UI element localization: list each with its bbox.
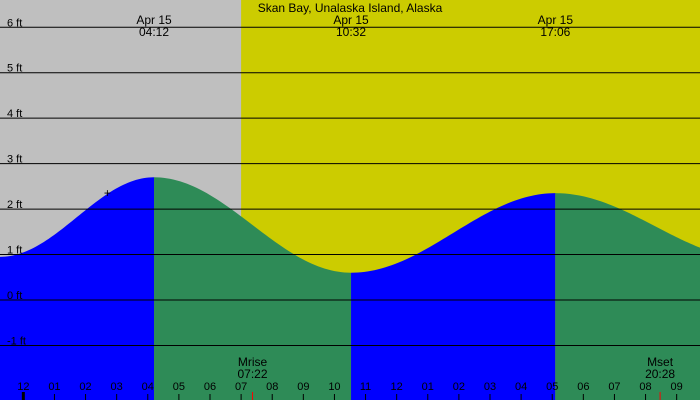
hour-tick-label: 01 (48, 381, 60, 393)
height-label: 6 ft (7, 17, 22, 29)
height-label: 5 ft (7, 63, 22, 75)
hour-tick-label: 09 (671, 381, 683, 393)
height-gridlines (0, 26, 700, 346)
extreme-time: 04:12 (139, 25, 169, 39)
hour-tick-label: 05 (546, 381, 558, 393)
hour-tick-label: 07 (235, 381, 247, 393)
hour-tick-label: 06 (577, 381, 589, 393)
moon-event-time: 20:28 (645, 367, 675, 381)
hour-tick-label: 12 (17, 381, 29, 393)
height-label: 3 ft (7, 154, 22, 166)
height-label: 0 ft (7, 290, 22, 302)
rising-tide-area (0, 177, 154, 400)
hour-tick-label: 11 (360, 381, 371, 393)
extreme-date: Apr 15 (538, 13, 574, 27)
now-marker: + (104, 186, 111, 200)
moon-event-label: Mrise (238, 355, 268, 369)
height-labels: 6 ft 5 ft 4 ft 3 ft 2 ft 1 ft 0 ft -1 ft (7, 17, 26, 347)
hour-tick-label: 08 (639, 381, 651, 393)
tide-fills (0, 177, 700, 400)
chart-title: Skan Bay, Unalaska Island, Alaska (258, 1, 443, 15)
hour-tick-label: 09 (297, 381, 309, 393)
height-label: 1 ft (7, 245, 22, 257)
hour-tick-label: 12 (391, 381, 403, 393)
hour-tick-label: 02 (79, 381, 91, 393)
rising-tide-area (351, 193, 556, 400)
hour-tick-label: 03 (111, 381, 123, 393)
height-label: -1 ft (7, 335, 26, 347)
hour-axis: 1112010203040506070809101112010203040506… (17, 381, 683, 400)
height-label: 4 ft (7, 108, 22, 120)
hour-tick-label: 10 (328, 381, 340, 393)
hour-tick-label: 06 (204, 381, 216, 393)
hour-tick-label: 02 (453, 381, 465, 393)
hour-tick-label: 03 (484, 381, 496, 393)
moon-event-label: Mset (647, 355, 674, 369)
hour-tick-label: 01 (422, 381, 434, 393)
extreme-date: Apr 15 (333, 13, 369, 27)
falling-tide-area (154, 177, 352, 400)
hour-tick-label: 05 (173, 381, 185, 393)
hour-tick-label: 08 (266, 381, 278, 393)
extreme-time: 10:32 (336, 25, 366, 39)
moon-event-time: 07:22 (238, 367, 268, 381)
current-time-marker: + (104, 186, 111, 200)
height-label: 2 ft (7, 199, 22, 211)
falling-tide-area (555, 193, 700, 400)
extreme-time: 17:06 (540, 25, 570, 39)
midnight-tick (21, 392, 25, 400)
hour-tick-label: 07 (608, 381, 620, 393)
hour-tick-label: 04 (515, 381, 527, 393)
extreme-date: Apr 15 (136, 13, 172, 27)
hour-tick-label: 04 (142, 381, 154, 393)
